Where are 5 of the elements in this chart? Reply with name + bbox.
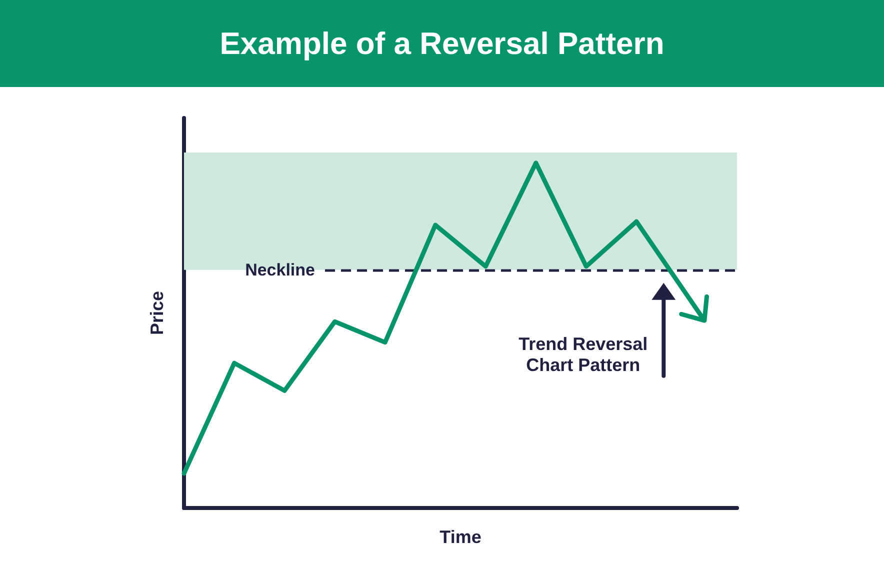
chart-title: Example of a Reversal Pattern	[220, 26, 664, 62]
annotation: Trend Reversal Chart Pattern	[518, 334, 648, 376]
x-axis-title: Time	[440, 527, 482, 547]
ref-line-label: Neckline	[245, 260, 315, 280]
y-axis-title: Price	[147, 290, 167, 336]
